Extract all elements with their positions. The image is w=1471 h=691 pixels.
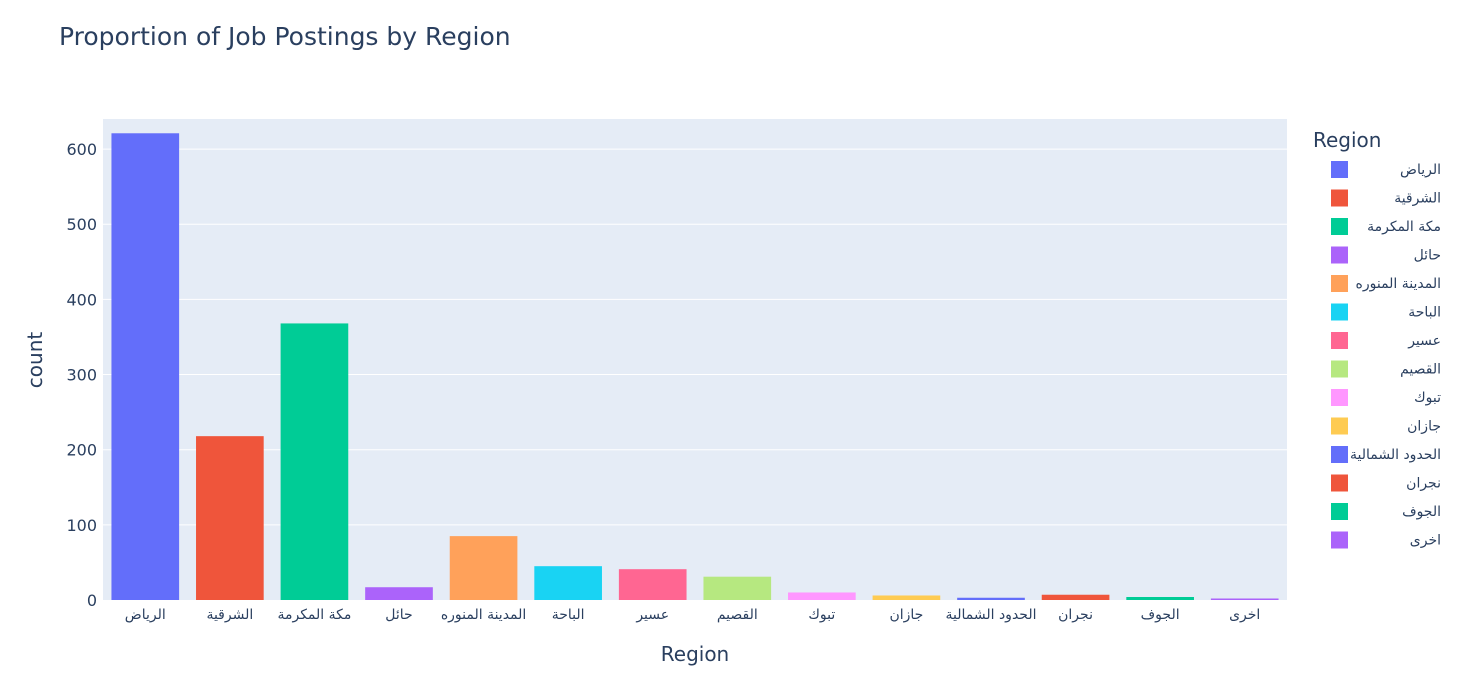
bar[interactable] [872, 595, 941, 600]
bar[interactable] [788, 592, 856, 600]
legend-item-label[interactable]: نجران [1406, 476, 1441, 492]
x-axis-title: Region [661, 642, 729, 666]
y-tick-label: 100 [66, 516, 97, 535]
legend-title: Region [1313, 128, 1381, 152]
bar[interactable] [957, 597, 1025, 600]
legend-swatch[interactable] [1331, 332, 1348, 349]
chart-title: Proportion of Job Postings by Region [59, 22, 511, 51]
bar[interactable] [1041, 594, 1110, 600]
x-tick-label: الباحة [552, 607, 585, 623]
bar[interactable] [1210, 598, 1279, 600]
y-tick-label: 300 [66, 366, 97, 385]
legend-item-label[interactable]: جازان [1407, 419, 1441, 435]
bar[interactable] [534, 566, 602, 600]
legend-swatch[interactable] [1331, 417, 1348, 435]
legend-item-label[interactable]: الشرقية [1394, 191, 1441, 207]
legend-swatch[interactable] [1331, 360, 1348, 378]
legend-item-label[interactable]: الرياض [1400, 162, 1441, 178]
legend-swatch[interactable] [1331, 446, 1348, 463]
legend-item-label[interactable]: حائل [1414, 248, 1441, 264]
x-tick-label: اخرى [1229, 607, 1260, 623]
y-tick-label: 400 [66, 290, 97, 309]
bar[interactable] [111, 133, 180, 600]
x-tick-label: تبوك [808, 607, 835, 623]
y-tick-label: 200 [66, 441, 97, 460]
legend-swatch[interactable] [1331, 189, 1348, 207]
x-tick-label: الرياض [125, 607, 166, 623]
bar[interactable] [280, 323, 349, 600]
bar[interactable] [703, 576, 772, 600]
legend-swatch[interactable] [1331, 246, 1348, 264]
x-tick-label: نجران [1058, 607, 1093, 623]
legend-swatch[interactable] [1331, 275, 1348, 292]
legend-swatch[interactable] [1331, 218, 1348, 235]
legend-item-label[interactable]: تبوك [1414, 390, 1441, 406]
x-tick-label: مكة المكرمة [277, 607, 351, 623]
y-tick-label: 0 [87, 591, 97, 610]
legend-item-label[interactable]: المدينة المنوره [1356, 276, 1441, 292]
legend-item-label[interactable]: الجوف [1402, 504, 1441, 520]
x-tick-label: الجوف [1141, 607, 1180, 623]
y-axis-ticks: 0 100 200 300 400 500 600 [66, 140, 97, 610]
x-tick-label: جازان [889, 607, 923, 623]
legend-item-label[interactable]: اخرى [1410, 533, 1441, 549]
x-tick-label: الحدود الشمالية [946, 607, 1037, 623]
bar[interactable] [618, 569, 687, 600]
x-axis-ticks: الرياض الشرقية مكة المكرمة حائل المدينة المن… [125, 607, 1261, 623]
x-tick-label: المدينة المنوره [441, 607, 526, 623]
legend-swatch[interactable] [1331, 161, 1348, 178]
legend-item-label[interactable]: عسير [1407, 333, 1441, 349]
legend-swatch[interactable] [1331, 503, 1348, 520]
bar[interactable] [365, 587, 433, 600]
legend[interactable]: Region الرياض الشرقية مكة المكرمة حائل المدي… [1313, 128, 1441, 549]
bar[interactable] [1126, 596, 1194, 600]
legend-swatch[interactable] [1331, 474, 1348, 492]
x-tick-label: الشرقية [206, 607, 253, 623]
legend-swatch[interactable] [1331, 389, 1348, 406]
bars [111, 133, 1279, 600]
legend-item-label[interactable]: الحدود الشمالية [1350, 447, 1441, 463]
y-axis-title: count [23, 332, 47, 389]
legend-item-label[interactable]: القصيم [1400, 362, 1441, 378]
legend-swatch[interactable] [1331, 531, 1348, 549]
y-tick-label: 500 [66, 215, 97, 234]
x-tick-label: حائل [385, 607, 412, 623]
x-tick-label: عسير [635, 607, 669, 623]
legend-swatch[interactable] [1331, 303, 1348, 321]
legend-item-label[interactable]: مكة المكرمة [1367, 219, 1441, 235]
bar[interactable] [196, 436, 264, 600]
x-tick-label: القصيم [717, 607, 758, 623]
bar[interactable] [449, 536, 518, 600]
y-tick-label: 600 [66, 140, 97, 159]
legend-item-label[interactable]: الباحة [1408, 305, 1441, 321]
